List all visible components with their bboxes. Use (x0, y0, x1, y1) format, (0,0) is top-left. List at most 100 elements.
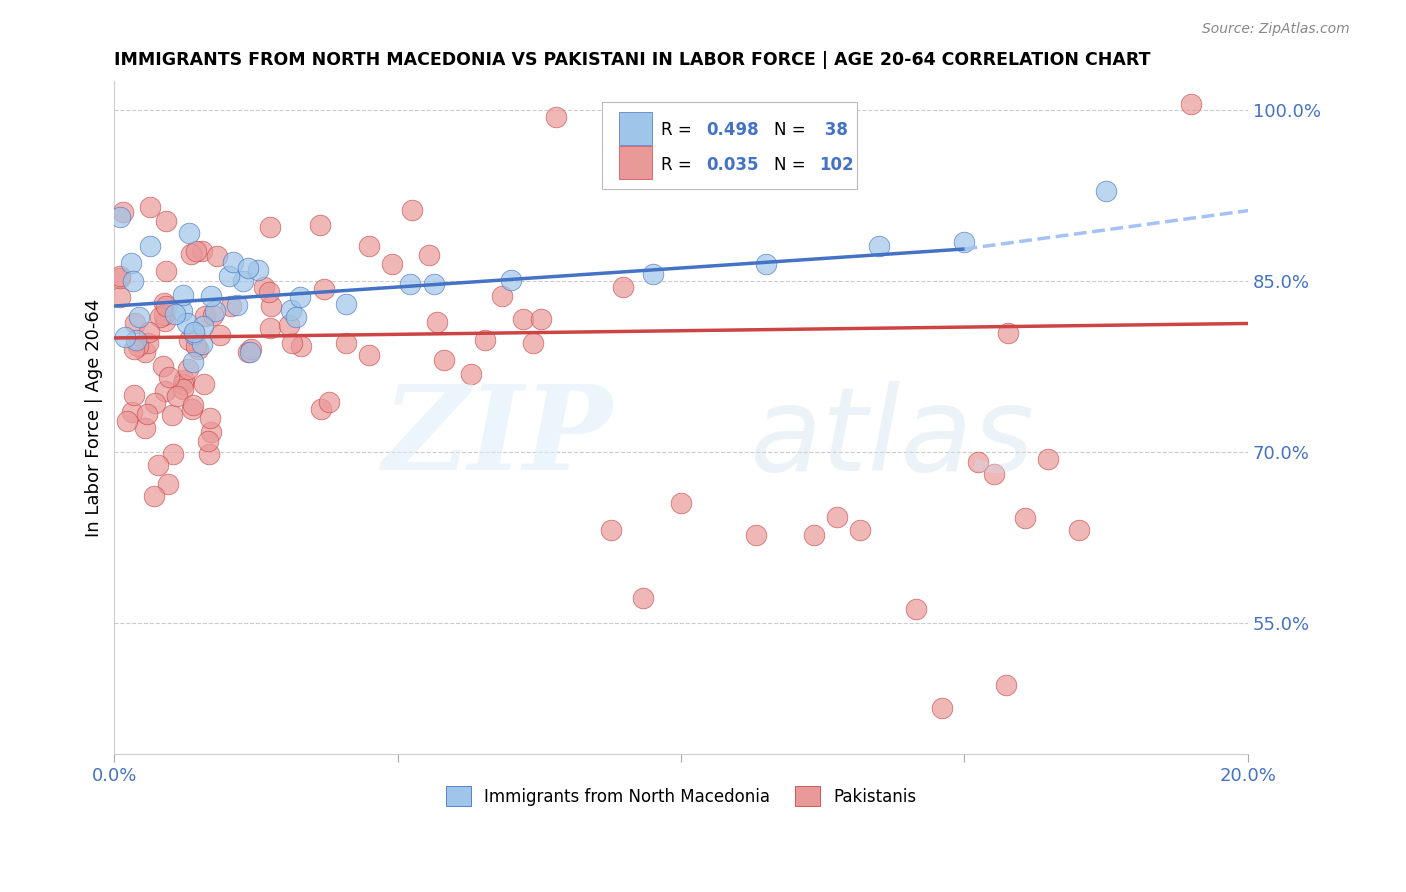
Point (187, 342, 209, 356)
Point (153, 295, 176, 310)
Point (163, 307, 186, 321)
Point (155, 299, 177, 313)
Point (309, 218, 332, 232)
Point (1095, 184, 1118, 198)
Point (671, 496, 693, 510)
Point (1180, 97, 1202, 112)
Point (170, 303, 193, 318)
Point (335, 297, 357, 311)
Point (153, 384, 176, 398)
Point (512, 311, 534, 326)
Point (172, 377, 194, 392)
Point (155, 214, 177, 228)
Point (221, 299, 243, 313)
Point (755, 257, 778, 271)
Point (177, 334, 200, 348)
Point (181, 354, 204, 368)
Text: 102: 102 (820, 156, 853, 175)
Point (967, 454, 990, 468)
Point (522, 335, 544, 350)
Point (232, 274, 254, 288)
Point (191, 318, 214, 333)
Point (501, 272, 523, 286)
Point (122, 388, 145, 402)
Point (401, 203, 423, 218)
Point (152, 308, 174, 322)
Point (194, 310, 217, 324)
Point (905, 602, 928, 616)
Point (226, 298, 249, 312)
Point (153, 313, 176, 327)
Point (460, 367, 482, 381)
Point (127, 339, 149, 353)
Point (155, 264, 177, 278)
Point (953, 235, 976, 249)
Point (191, 336, 214, 351)
Point (114, 329, 136, 343)
Point (166, 389, 188, 403)
Point (260, 299, 283, 313)
Y-axis label: In Labor Force | Age 20-64: In Labor Force | Age 20-64 (86, 299, 103, 537)
Text: N =: N = (775, 121, 811, 139)
Point (399, 277, 422, 291)
Point (157, 369, 180, 384)
Point (186, 339, 208, 353)
Point (183, 326, 205, 340)
Point (1038, 452, 1060, 467)
Point (128, 310, 150, 325)
Point (335, 335, 357, 350)
Point (177, 227, 200, 241)
Point (997, 326, 1019, 340)
Point (544, 110, 567, 124)
Point (309, 401, 332, 416)
Point (259, 219, 281, 234)
Point (122, 274, 145, 288)
Point (983, 467, 1005, 481)
Point (803, 528, 825, 542)
Point (491, 289, 513, 303)
Point (172, 382, 194, 396)
Point (197, 446, 219, 460)
Point (222, 254, 245, 268)
Text: IMMIGRANTS FROM NORTH MACEDONIA VS PAKISTANI IN LABOR FORCE | AGE 20-64 CORRELAT: IMMIGRANTS FROM NORTH MACEDONIA VS PAKIS… (114, 51, 1152, 69)
Point (1067, 524, 1090, 538)
Point (631, 591, 654, 605)
Point (134, 421, 156, 435)
Point (530, 312, 553, 326)
Point (204, 304, 226, 318)
Point (115, 414, 138, 428)
Text: R =: R = (661, 156, 697, 175)
Point (108, 210, 131, 224)
FancyBboxPatch shape (602, 102, 856, 189)
Point (122, 342, 145, 356)
Text: Source: ZipAtlas.com: Source: ZipAtlas.com (1202, 22, 1350, 37)
Point (422, 277, 444, 292)
Point (149, 310, 172, 324)
Point (172, 287, 194, 301)
Point (474, 333, 496, 347)
Point (152, 359, 174, 374)
Point (433, 352, 456, 367)
Point (278, 318, 301, 332)
Point (869, 238, 891, 252)
Point (173, 373, 195, 387)
Point (931, 701, 953, 715)
Point (180, 402, 202, 417)
Point (156, 476, 179, 491)
Point (191, 244, 214, 258)
Point (143, 395, 166, 409)
Point (257, 285, 280, 299)
Point (139, 239, 162, 253)
Point (357, 348, 380, 362)
Point (139, 200, 162, 214)
Point (426, 315, 449, 329)
Point (994, 678, 1017, 692)
Point (205, 249, 228, 263)
Text: 0.035: 0.035 (706, 156, 759, 175)
Legend: Immigrants from North Macedonia, Pakistanis: Immigrants from North Macedonia, Pakista… (439, 780, 924, 814)
Point (281, 335, 304, 350)
Point (381, 256, 404, 270)
Text: N =: N = (775, 156, 811, 175)
Point (745, 528, 768, 542)
Point (238, 261, 260, 276)
